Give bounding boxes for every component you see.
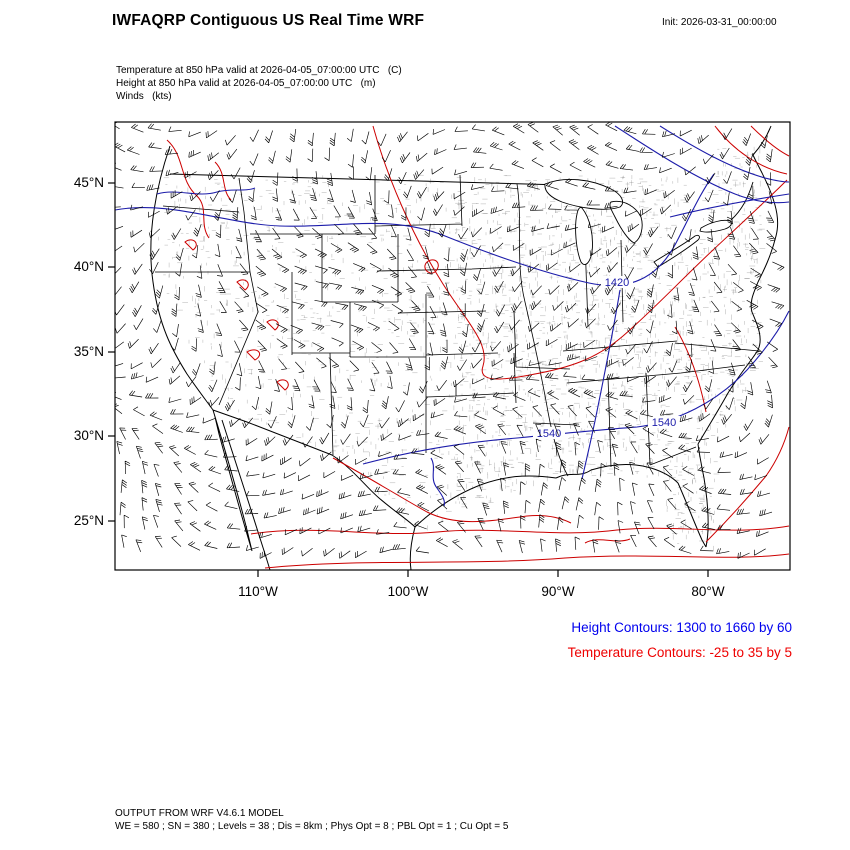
wrf-map-plot: 1420 1540 1540 [108,121,791,577]
svg-text:1540: 1540 [652,417,676,429]
field-descriptions: Temperature at 850 hPa valid at 2026-04-… [116,64,402,103]
page-title: IWFAQRP Contiguous US Real Time WRF [112,12,425,29]
height-field-label: Height at 850 hPa valid at 2026-04-05_07… [116,78,376,89]
lon-tick-90w: 90°W [541,584,575,599]
model-config-line: WE = 580 ; SN = 380 ; Levels = 38 ; Dis … [115,821,509,832]
lat-tick-40n: 40°N [73,259,104,274]
contour-legend: Height Contours: 1300 to 1660 by 60 Temp… [568,615,792,665]
lon-tick-100w: 100°W [387,584,429,599]
lat-tick-30n: 30°N [73,428,104,443]
lat-tick-45n: 45°N [73,175,104,190]
wrf-map-canvas: 1420 1540 1540 [108,121,791,577]
height-contour-legend: Height Contours: 1300 to 1660 by 60 [571,620,792,635]
lat-tick-35n: 35°N [73,344,104,359]
lon-tick-80w: 80°W [691,584,725,599]
svg-text:1540: 1540 [537,428,561,440]
temperature-contour-legend: Temperature Contours: -25 to 35 by 5 [567,645,792,660]
model-info-footer: OUTPUT FROM WRF V4.6.1 MODEL WE = 580 ; … [115,807,508,833]
model-version-line: OUTPUT FROM WRF V4.6.1 MODEL [115,808,284,819]
winds-field-label: Winds (kts) [116,91,172,102]
init-time-label: Init: 2026-03-31_00:00:00 [662,17,777,28]
temperature-field-label: Temperature at 850 hPa valid at 2026-04-… [116,65,402,76]
lon-tick-110w: 110°W [238,584,278,599]
svg-text:1420: 1420 [605,277,629,289]
lat-tick-25n: 25°N [73,513,104,528]
